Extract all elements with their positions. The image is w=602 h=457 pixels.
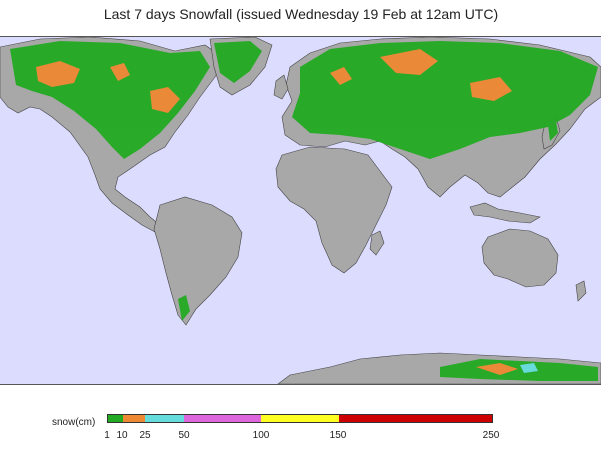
south-america-land [153,196,243,326]
legend-tick-100: 100 [252,430,270,441]
legend-tick-25: 25 [139,430,151,441]
map-title: Last 7 days Snowfall (issued Wednesday 1… [103,6,499,22]
legend-tick-150: 150 [329,430,347,441]
legend-label: snow(cm) [52,417,96,428]
legend-seg-25-50 [145,415,184,422]
world-map-svg [0,37,601,384]
legend-seg-100-150 [261,415,339,422]
legend-tick-10: 10 [116,430,128,441]
snow-overlay [10,41,598,381]
legend-tick-1: 1 [104,430,110,441]
madagascar-land [369,230,385,256]
australia-land [481,228,559,288]
legend-color-bar [107,414,493,423]
snowfall-map [0,36,601,385]
new-zealand-land [575,280,587,302]
uk-land [273,74,289,100]
legend-seg-1-10 [108,415,123,422]
legend-seg-10-25 [122,415,146,422]
legend-seg-50-100 [183,415,262,422]
africa-land [275,146,393,274]
legend-tick-50: 50 [178,430,190,441]
legend-tick-250: 250 [482,430,500,441]
indonesia-land [469,202,541,224]
legend-seg-150-250 [338,415,492,422]
